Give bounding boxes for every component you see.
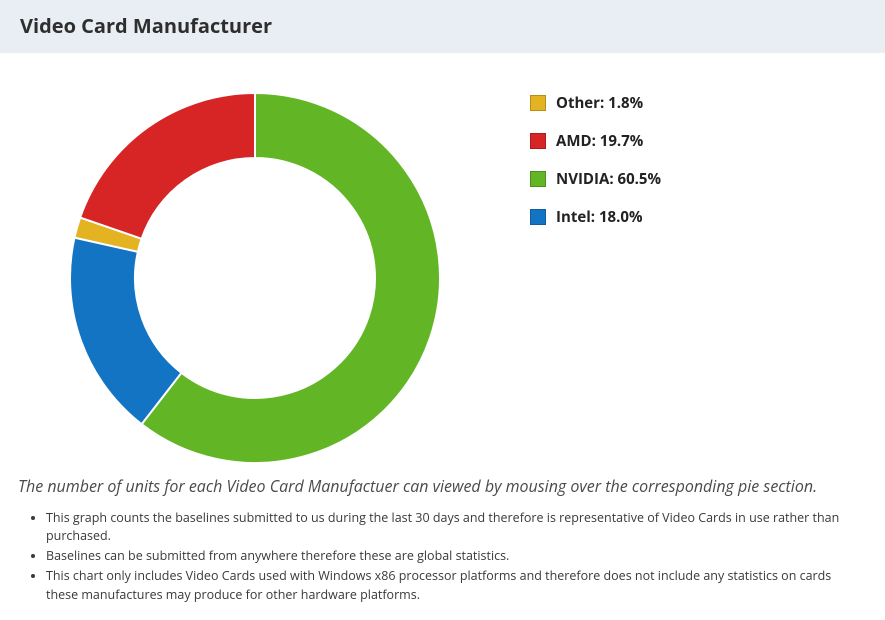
card-header: Video Card Manufacturer xyxy=(0,0,885,53)
footnotes-list: This graph counts the baselines submitte… xyxy=(20,509,865,604)
footnotes: This graph counts the baselines submitte… xyxy=(0,503,885,620)
chart-area: Other: 1.8% AMD: 19.7% NVIDIA: 60.5% Intel:… xyxy=(0,53,885,473)
legend-label: Intel: 18.0% xyxy=(556,207,642,227)
legend-swatch xyxy=(530,133,546,149)
chart-card: Video Card Manufacturer Other: 1.8% AMD: … xyxy=(0,0,885,620)
legend-swatch xyxy=(530,209,546,225)
footnote-item: This graph counts the baselines submitte… xyxy=(46,509,865,545)
legend-label: Other: 1.8% xyxy=(556,93,643,113)
legend-label: AMD: 19.7% xyxy=(556,131,643,151)
legend-label: NVIDIA: 60.5% xyxy=(556,169,661,189)
donut-chart[interactable] xyxy=(60,83,450,473)
slice-amd[interactable] xyxy=(80,93,255,239)
legend-item-amd[interactable]: AMD: 19.7% xyxy=(530,131,661,151)
donut-wrap xyxy=(60,83,450,478)
footnote-item: Baselines can be submitted from anywhere… xyxy=(46,547,865,565)
legend-swatch xyxy=(530,95,546,111)
card-title: Video Card Manufacturer xyxy=(20,12,865,39)
legend-item-other[interactable]: Other: 1.8% xyxy=(530,93,661,113)
footnote-item: This chart only includes Video Cards use… xyxy=(46,567,865,603)
legend-item-intel[interactable]: Intel: 18.0% xyxy=(530,207,661,227)
legend: Other: 1.8% AMD: 19.7% NVIDIA: 60.5% Intel:… xyxy=(530,93,661,245)
legend-swatch xyxy=(530,171,546,187)
legend-item-nvidia[interactable]: NVIDIA: 60.5% xyxy=(530,169,661,189)
